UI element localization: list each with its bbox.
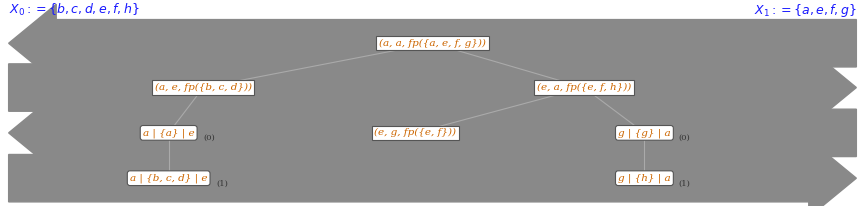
- Text: g | {g} | a: g | {g} | a: [618, 128, 670, 138]
- Text: (a, e, fp({b, c, d})): (a, e, fp({b, c, d})): [155, 83, 252, 92]
- Text: a | {a} | e: a | {a} | e: [143, 128, 195, 138]
- Text: g | {h} | a: g | {h} | a: [618, 173, 670, 183]
- Text: (a, a, fp({a, e, f, g})): (a, a, fp({a, e, f, g})): [379, 39, 486, 48]
- Text: (1): (1): [216, 179, 228, 187]
- Text: a | {b, c, d} | e: a | {b, c, d} | e: [130, 173, 208, 183]
- Polygon shape: [9, 94, 856, 172]
- Text: (1): (1): [679, 179, 690, 187]
- Text: (e, g, fp({e, f})): (e, g, fp({e, f})): [375, 128, 456, 137]
- Text: (0): (0): [203, 134, 215, 142]
- Polygon shape: [9, 48, 856, 127]
- Polygon shape: [9, 4, 856, 82]
- Text: (0): (0): [679, 134, 690, 142]
- Polygon shape: [9, 139, 856, 206]
- Text: (e, a, fp({e, f, h})): (e, a, fp({e, f, h})): [537, 83, 631, 92]
- Text: $X_1 := \{a,e,f,g\}$: $X_1 := \{a,e,f,g\}$: [753, 2, 856, 19]
- Text: $X_0 := \{b,c,d,e,f,h\}$: $X_0 := \{b,c,d,e,f,h\}$: [9, 2, 139, 18]
